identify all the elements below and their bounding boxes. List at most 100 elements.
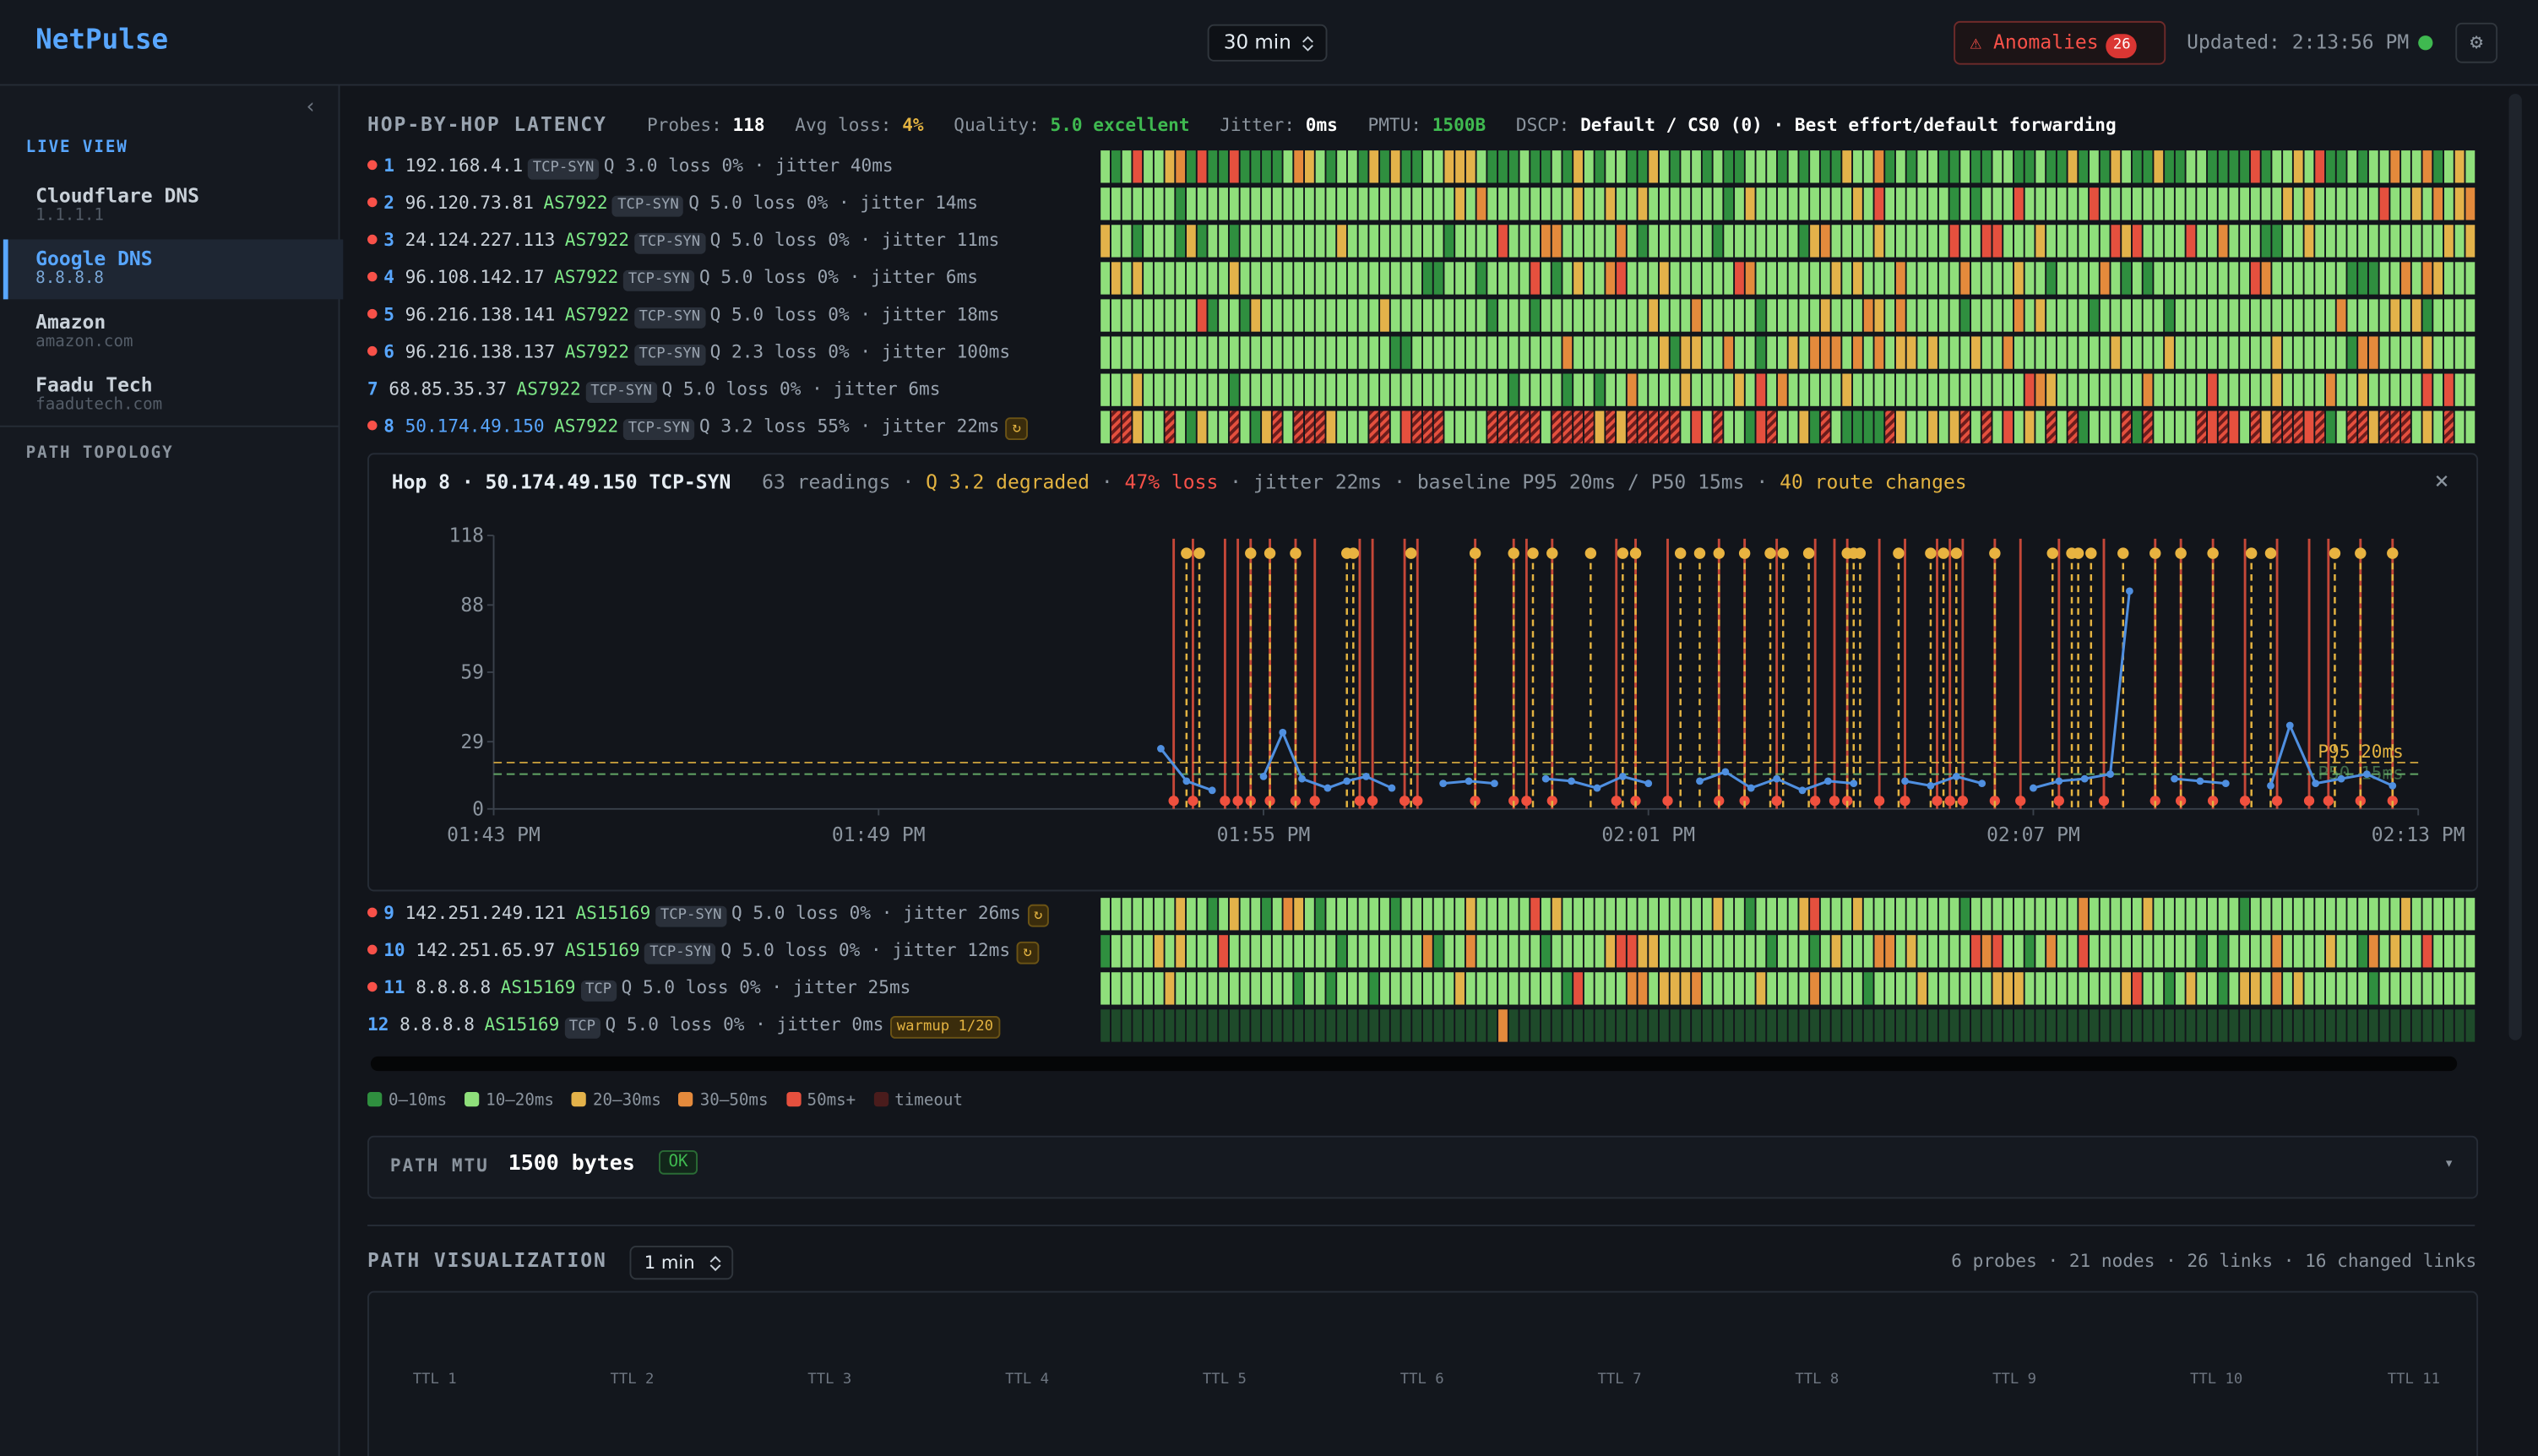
heat-cell <box>1326 336 1336 369</box>
latency-point <box>1798 786 1807 795</box>
heat-cell <box>1960 262 1970 295</box>
heat-cell <box>2261 1009 2271 1042</box>
hop-row[interactable]: 9 142.251.249.121 AS15169 TCP-SYN Q 5.0 los… <box>367 903 1050 927</box>
heat-cell <box>1584 898 1594 931</box>
heat-cell <box>2186 410 2196 443</box>
hop-ip: 50.174.49.150 <box>405 416 545 437</box>
heat-cell <box>2368 299 2378 332</box>
page-scrollbar[interactable] <box>2508 94 2522 1040</box>
heat-cell <box>1681 336 1691 369</box>
heat-cell <box>1777 1009 1787 1042</box>
heat-cell <box>2283 935 2292 968</box>
loss-marker <box>2239 796 2251 807</box>
hop-row[interactable]: 8 50.174.49.150 AS7922 TCP-SYN Q 3.2 loss 5… <box>367 416 1028 441</box>
heat-cell <box>2465 1009 2476 1042</box>
hop-row[interactable]: 4 96.108.142.17 AS7922 TCP-SYN Q 5.0 loss 0… <box>367 267 978 291</box>
hop-row[interactable]: 5 96.216.138.141 AS7922 TCP-SYN Q 5.0 loss … <box>367 304 999 329</box>
heat-cell <box>1208 299 1218 332</box>
heat-cell <box>1519 336 1530 369</box>
hop-row[interactable]: 2 96.120.73.81 AS7922 TCP-SYN Q 5.0 loss 0%… <box>367 193 978 217</box>
heat-cell <box>1326 225 1336 258</box>
heat-cell <box>1176 299 1186 332</box>
latency-point <box>1927 781 1935 790</box>
heat-cell <box>1455 225 1465 258</box>
heat-cell <box>2046 225 2056 258</box>
heat-cell <box>1111 373 1121 406</box>
heat-cell <box>2024 972 2035 1005</box>
heat-cell <box>2347 225 2357 258</box>
heat-cell <box>1186 935 1196 968</box>
loss-marker <box>1399 796 1410 807</box>
heat-cell <box>1606 336 1616 369</box>
hop-number: 2 <box>383 192 394 214</box>
legend: 0–10ms 10–20ms 20–30ms 30–50ms 50ms+ timeout <box>367 1092 981 1110</box>
heat-cell <box>2165 225 2174 258</box>
hop-number: 3 <box>383 230 394 251</box>
legend-swatch <box>785 1092 801 1107</box>
scrollbar[interactable] <box>370 1056 2458 1072</box>
collapse-button[interactable]: ‹ <box>304 95 318 120</box>
heat-cell <box>1315 410 1325 443</box>
heat-cell <box>1465 336 1476 369</box>
heat-cell <box>1552 373 1562 406</box>
heat-cell <box>2336 898 2346 931</box>
hop-asn: AS7922 <box>564 230 629 251</box>
hop-row[interactable]: 11 8.8.8.8 AS15169 TCP Q 5.0 loss 0% · jitt… <box>367 977 910 1002</box>
hop-row[interactable]: 1 192.168.4.1 TCP-SYN Q 3.0 loss 0% · jitt… <box>367 155 894 180</box>
heat-cell <box>1433 1009 1443 1042</box>
route-change-marker <box>1674 547 1687 559</box>
heat-cell <box>1777 225 1787 258</box>
ttl-label: TTL 8 <box>1795 1372 1840 1388</box>
heat-cell <box>1767 898 1777 931</box>
heat-cell <box>2358 336 2367 369</box>
heat-cell <box>1251 150 1261 183</box>
heat-cell <box>1498 898 1508 931</box>
heat-cell <box>1498 225 1508 258</box>
heat-cell <box>1154 225 1164 258</box>
heat-cell <box>1144 150 1153 183</box>
heat-cell <box>2358 935 2367 968</box>
heat-cell <box>1767 150 1777 183</box>
heat-cell <box>1337 225 1346 258</box>
heat-cell <box>1573 299 1583 332</box>
hop-row[interactable]: 7 68.85.35.37 AS7922 TCP-SYN Q 5.0 loss 0% … <box>367 378 940 403</box>
loss-marker <box>2176 796 2187 807</box>
heat-cell <box>1444 373 1454 406</box>
heat-cell <box>2283 410 2292 443</box>
hop-row[interactable]: 3 24.124.227.113 AS7922 TCP-SYN Q 5.0 loss … <box>367 230 999 254</box>
heat-cell <box>2336 410 2346 443</box>
heat-cell <box>2003 972 2014 1005</box>
heat-cell <box>1401 373 1411 406</box>
heat-cell <box>1820 373 1830 406</box>
range-select[interactable]: 30 min <box>1207 24 1328 62</box>
mtu-panel[interactable]: PATH MTU 1500 bytes OK ▾ <box>367 1135 2479 1199</box>
hop-row[interactable]: 10 142.251.65.97 AS15169 TCP-SYN Q 5.0 loss… <box>367 940 1039 964</box>
route-change-marker <box>2072 547 2084 559</box>
heat-cell <box>1681 410 1691 443</box>
heat-cell <box>1724 299 1734 332</box>
heat-cell <box>1294 299 1304 332</box>
interval-select[interactable]: 1 min <box>629 1245 734 1280</box>
anomalies-button[interactable]: ⚠ Anomalies 26 <box>1954 20 2166 65</box>
heat-cell <box>1122 225 1132 258</box>
heat-cell <box>1788 373 1798 406</box>
heat-cell <box>1895 262 1905 295</box>
heat-cell <box>1713 299 1723 332</box>
heat-cell <box>2035 410 2046 443</box>
heat-cell <box>2132 225 2142 258</box>
heat-cell <box>1842 1009 1852 1042</box>
heat-cell <box>2079 336 2089 369</box>
heat-cell <box>2014 1009 2024 1042</box>
heat-cell <box>1863 150 1873 183</box>
heat-cell <box>2293 336 2303 369</box>
heat-cell <box>2422 299 2432 332</box>
heat-cell <box>1111 150 1121 183</box>
heat-cell <box>1573 410 1583 443</box>
heat-cell <box>1154 935 1164 968</box>
heat-cell <box>2165 410 2174 443</box>
settings-button[interactable]: ⚙ <box>2455 22 2498 63</box>
hop-row[interactable]: 6 96.216.138.137 AS7922 TCP-SYN Q 2.3 loss … <box>367 341 1010 366</box>
heat-cell <box>1390 898 1400 931</box>
hop-row[interactable]: 12 8.8.8.8 AS15169 TCP Q 5.0 loss 0% · jitt… <box>367 1014 1000 1039</box>
close-button[interactable]: × <box>2434 465 2449 496</box>
